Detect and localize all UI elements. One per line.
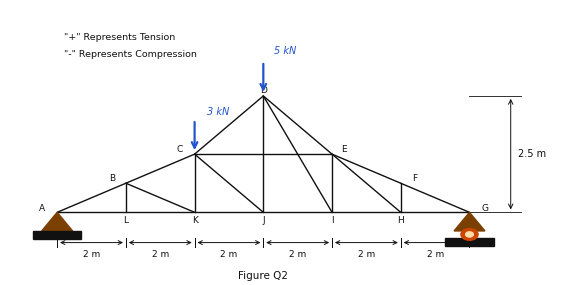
Text: 2.5 m: 2.5 m (518, 149, 546, 159)
Text: G: G (481, 204, 489, 213)
Text: 3 kN: 3 kN (206, 107, 229, 117)
Text: A: A (39, 204, 45, 213)
Text: 2 m: 2 m (358, 250, 375, 258)
Polygon shape (454, 212, 485, 231)
Text: 2 m: 2 m (289, 250, 306, 258)
Text: 2 m: 2 m (426, 250, 444, 258)
Text: D: D (260, 86, 267, 95)
Text: I: I (331, 216, 333, 225)
Text: "-" Represents Compression: "-" Represents Compression (64, 50, 197, 58)
Text: L: L (123, 216, 128, 225)
Circle shape (466, 232, 473, 237)
Text: "+" Represents Tension: "+" Represents Tension (64, 33, 175, 42)
Polygon shape (42, 212, 72, 231)
Text: 2 m: 2 m (83, 250, 100, 258)
Text: F: F (412, 174, 417, 183)
Circle shape (461, 229, 478, 240)
Text: K: K (192, 216, 197, 225)
Text: B: B (109, 174, 115, 183)
Polygon shape (33, 231, 81, 239)
Text: Figure Q2: Figure Q2 (238, 270, 288, 280)
Text: 2 m: 2 m (220, 250, 237, 258)
Text: C: C (176, 145, 182, 154)
Text: E: E (341, 145, 347, 154)
Polygon shape (445, 238, 494, 246)
Text: 5 kN: 5 kN (274, 46, 296, 56)
Text: 2 m: 2 m (151, 250, 169, 258)
Text: J: J (262, 216, 265, 225)
Text: H: H (397, 216, 404, 225)
